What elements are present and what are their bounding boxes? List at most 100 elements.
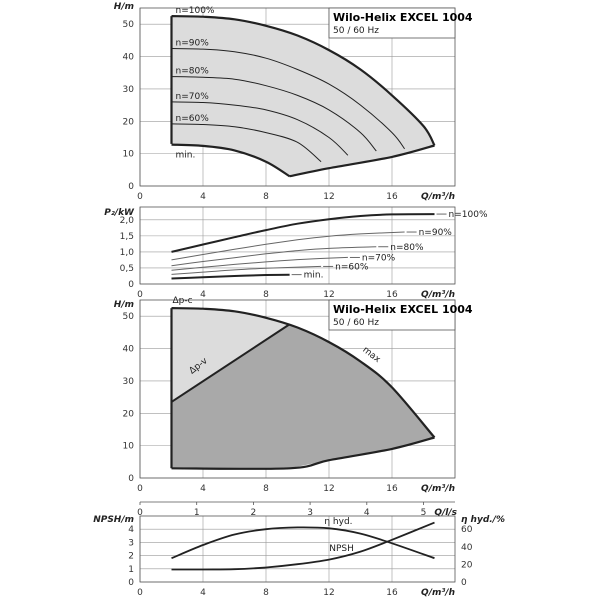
hq-panel-curve-n100 bbox=[171, 15, 436, 147]
npsh-panel-x-tick: 16 bbox=[386, 588, 398, 598]
control-panel-y-tick: 50 bbox=[123, 312, 135, 322]
control-panel-dp-c-area bbox=[171, 308, 298, 402]
hq-panel-min-boundary bbox=[171, 143, 291, 178]
power-panel-series-label: n=90% bbox=[419, 228, 453, 238]
power-panel-series-label: n=70% bbox=[362, 253, 396, 263]
hq-panel-x-tick: 16 bbox=[386, 192, 398, 202]
npsh-panel-y-tick: 3 bbox=[128, 538, 134, 548]
power-panel-x-tick: 4 bbox=[200, 290, 206, 300]
control-panel-ls-tick: 2 bbox=[251, 508, 257, 518]
hq-panel-x-tick: 12 bbox=[323, 192, 334, 202]
control-panel-x-tick: 16 bbox=[386, 484, 398, 494]
npsh-panel-x-tick: 0 bbox=[137, 588, 143, 598]
hq-panel-x-tick: 0 bbox=[137, 192, 143, 202]
control-panel-x-label: Q/m³/h bbox=[421, 484, 455, 494]
control-panel-x-tick: 4 bbox=[200, 484, 206, 494]
hq-panel-series-label: min. bbox=[176, 151, 196, 161]
npsh-panel-y-tick: 2 bbox=[128, 552, 134, 562]
hq-panel-operating-area bbox=[171, 16, 435, 177]
npsh-panel-y2-tick: 40 bbox=[461, 543, 473, 553]
npsh-panel-x-label: Q/m³/h bbox=[421, 588, 455, 598]
control-panel-x-tick: 0 bbox=[137, 484, 143, 494]
hq-panel-curve-n60 bbox=[171, 123, 322, 163]
control-panel-title: Wilo-Helix EXCEL 1004 bbox=[333, 303, 473, 316]
control-panel-ls-tick: 0 bbox=[137, 508, 143, 518]
power-panel-x-tick: 16 bbox=[386, 290, 398, 300]
control-panel-y-label: H/m bbox=[114, 300, 134, 310]
control-panel-dp-v-area bbox=[171, 317, 435, 469]
control-panel-max-curve bbox=[171, 307, 436, 439]
control-panel-ls-tick: 4 bbox=[364, 508, 370, 518]
hq-panel-lower-boundary bbox=[289, 144, 435, 178]
npsh-panel-npsh-label: NPSH bbox=[329, 544, 354, 554]
hq-panel-y-label: H/m bbox=[114, 2, 134, 12]
hq-panel-x-tick: 4 bbox=[200, 192, 206, 202]
hq-panel-series-label: n=100% bbox=[176, 6, 215, 16]
power-panel-curve-n60 bbox=[171, 265, 322, 275]
hq-panel-y-tick: 20 bbox=[123, 117, 135, 127]
power-panel-x-tick: 8 bbox=[263, 290, 269, 300]
npsh-panel-x-tick: 8 bbox=[263, 588, 269, 598]
npsh-panel-y-tick: 0 bbox=[128, 578, 134, 588]
control-panel-max-label: max bbox=[360, 345, 382, 365]
npsh-panel-y2-tick: 20 bbox=[461, 560, 473, 570]
npsh-panel-curve-eta bbox=[171, 526, 435, 560]
npsh-panel-y-label: NPSH/m bbox=[93, 515, 134, 525]
hq-panel-series-label: n=60% bbox=[176, 114, 210, 124]
control-panel-y-tick: 0 bbox=[128, 474, 134, 484]
power-panel-curve-n100 bbox=[171, 213, 435, 253]
npsh-panel-y2-tick: 60 bbox=[461, 525, 473, 535]
hq-panel-frame bbox=[139, 7, 456, 187]
hq-panel-curve-n70 bbox=[171, 101, 349, 156]
hq-panel-curve-n90 bbox=[171, 48, 406, 150]
hq-panel-x-label: Q/m³/h bbox=[421, 192, 455, 202]
control-panel-y-tick: 30 bbox=[123, 377, 135, 387]
hq-panel-y-tick: 50 bbox=[123, 20, 135, 30]
power-panel-x-tick: 0 bbox=[137, 290, 143, 300]
npsh-panel-eta-label: η hyd. bbox=[324, 517, 352, 527]
control-panel-dp-c-label: Δp-c bbox=[173, 296, 193, 306]
power-panel-curve-n70 bbox=[171, 256, 348, 271]
control-panel-y-tick: 10 bbox=[123, 442, 135, 452]
hq-panel-y-tick: 30 bbox=[123, 85, 135, 95]
npsh-panel-x-tick: 12 bbox=[323, 588, 334, 598]
power-panel-series-label: n=80% bbox=[390, 243, 424, 253]
power-panel-y-tick: 0 bbox=[128, 280, 134, 290]
power-panel-y-tick: 1,5 bbox=[120, 232, 134, 242]
power-panel-y-label: P₂/kW bbox=[104, 208, 135, 218]
hq-panel-y-tick: 40 bbox=[123, 53, 135, 63]
power-panel-x-tick: 12 bbox=[323, 290, 334, 300]
npsh-panel-x-tick: 4 bbox=[200, 588, 206, 598]
control-panel-dp-v-line bbox=[170, 323, 291, 403]
npsh-panel-y-tick: 4 bbox=[128, 525, 134, 535]
hq-panel-title: Wilo-Helix EXCEL 1004 bbox=[333, 11, 473, 24]
control-panel-y-tick: 20 bbox=[123, 409, 135, 419]
npsh-panel-y-tick: 1 bbox=[128, 565, 134, 575]
power-panel-curve-min bbox=[171, 273, 290, 280]
hq-panel-series-label: n=90% bbox=[176, 38, 210, 48]
power-panel-y-tick: 0,5 bbox=[120, 264, 134, 274]
hq-panel-title-box bbox=[328, 7, 456, 39]
power-panel-curve-n80 bbox=[171, 246, 377, 267]
power-panel-series-label: n=60% bbox=[335, 262, 369, 272]
control-panel-subtitle: 50 / 60 Hz bbox=[333, 318, 379, 328]
hq-panel-subtitle: 50 / 60 Hz bbox=[333, 26, 379, 36]
power-panel-frame bbox=[139, 206, 456, 285]
power-panel-series-label: n=100% bbox=[449, 210, 488, 220]
control-panel-ls-tick: 3 bbox=[307, 508, 313, 518]
control-panel-y-tick: 40 bbox=[123, 345, 135, 355]
hq-panel-y-tick: 10 bbox=[123, 150, 135, 160]
control-panel-min-boundary bbox=[171, 436, 435, 470]
power-panel-series-label: min. bbox=[304, 271, 324, 281]
npsh-panel-curve-npsh bbox=[171, 521, 435, 571]
power-panel-y-tick: 2,0 bbox=[120, 216, 135, 226]
npsh-panel-y2-label: η hyd./% bbox=[461, 515, 505, 525]
control-panel-ls-label: Q/l/s bbox=[434, 508, 457, 518]
power-panel-y-tick: 1,0 bbox=[120, 248, 135, 258]
control-panel-x-tick: 12 bbox=[323, 484, 334, 494]
control-panel-x-tick: 8 bbox=[263, 484, 269, 494]
hq-panel-curve-n80 bbox=[171, 76, 377, 152]
hq-panel-series-label: n=70% bbox=[176, 92, 210, 102]
